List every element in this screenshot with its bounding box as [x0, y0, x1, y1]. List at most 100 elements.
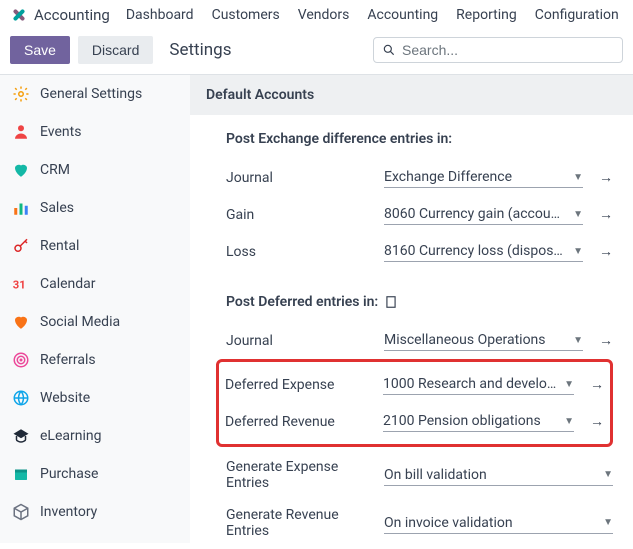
sidebar-item[interactable]: Events [0, 113, 190, 151]
sidebar-item[interactable]: Referrals [0, 341, 190, 379]
form-label: Journal [226, 333, 376, 349]
form-value-text: On invoice validation [384, 515, 597, 531]
form-label: Deferred Expense [225, 377, 375, 393]
deferred-title: Post Deferred entries in: [226, 294, 613, 310]
sidebar-item[interactable]: Inventory [0, 493, 190, 531]
sidebar-item[interactable]: Website [0, 379, 190, 417]
sidebar-item[interactable]: 31 Calendar [0, 265, 190, 303]
form-value-text: On bill validation [384, 467, 597, 483]
bars-icon [12, 199, 30, 217]
sidebar-item-label: Rental [40, 238, 79, 254]
exchange-title: Post Exchange difference entries in: [226, 131, 613, 147]
sidebar-item-label: CRM [40, 162, 70, 178]
wrench-icon [12, 541, 30, 543]
sidebar-item[interactable]: Sales [0, 189, 190, 227]
sidebar-item-label: Purchase [40, 466, 98, 482]
search-input[interactable] [402, 42, 614, 58]
menu-item[interactable]: Customers [212, 7, 280, 23]
brand-icon [10, 6, 28, 24]
form-value-text: 8060 Currency gain (account) [384, 206, 567, 222]
brand[interactable]: Accounting [10, 6, 110, 24]
sidebar-item-label: Events [40, 124, 81, 140]
sidebar-item[interactable]: Purchase [0, 455, 190, 493]
heart-icon [12, 161, 30, 179]
menu-item[interactable]: Accounting [367, 7, 438, 23]
form-value-text: 2100 Pension obligations [383, 413, 558, 429]
form-value[interactable]: 8060 Currency gain (account) ▼ [384, 204, 583, 225]
arrow-right-icon[interactable]: → [599, 169, 613, 186]
save-button[interactable]: Save [10, 36, 70, 64]
action-bar: Save Discard Settings [0, 30, 633, 74]
chevron-down-icon[interactable]: ▼ [603, 469, 613, 480]
top-nav: Accounting Dashboard Customers Vendors A… [0, 0, 633, 30]
form-value-text: 1000 Research and development [383, 376, 558, 392]
arrow-right-icon[interactable]: → [599, 243, 613, 260]
box-icon [12, 465, 30, 483]
sidebar-item[interactable]: General Settings [0, 75, 190, 113]
highlight-box: Deferred Expense 1000 Research and devel… [216, 359, 613, 447]
main-area: General Settings Events CRM Sales Rental… [0, 74, 633, 543]
form-row: Journal Exchange Difference ▼ → [226, 159, 613, 196]
sidebar-item-label: Social Media [40, 314, 120, 330]
form-label: Generate Expense Entries [226, 459, 376, 491]
person-icon [12, 123, 30, 141]
main-menu: Dashboard Customers Vendors Accounting R… [126, 7, 619, 23]
arrow-right-icon[interactable]: → [590, 376, 604, 393]
form-value[interactable]: 2100 Pension obligations ▼ [383, 411, 574, 432]
form-row: Gain 8060 Currency gain (account) ▼ → [226, 196, 613, 233]
cal-icon: 31 [12, 275, 30, 293]
form-value[interactable]: 1000 Research and development ▼ [383, 374, 574, 395]
chevron-down-icon[interactable]: ▼ [573, 246, 583, 257]
chevron-down-icon[interactable]: ▼ [564, 416, 574, 427]
sidebar-item[interactable]: Maintenance [0, 531, 190, 543]
menu-item[interactable]: Dashboard [126, 7, 194, 23]
cube-icon [12, 503, 30, 521]
chevron-down-icon[interactable]: ▼ [573, 209, 583, 220]
section-header: Default Accounts [190, 75, 633, 115]
form-row: Generate Revenue Entries On invoice vali… [226, 499, 613, 543]
form-row: Loss 8160 Currency loss (disposal) ▼ → [226, 233, 613, 270]
chevron-down-icon[interactable]: ▼ [573, 335, 583, 346]
exchange-block: Post Exchange difference entries in: Jou… [190, 115, 633, 278]
chevron-down-icon[interactable]: ▼ [564, 379, 574, 390]
form-row: Generate Expense Entries On bill validat… [226, 451, 613, 499]
chevron-down-icon[interactable]: ▼ [573, 172, 583, 183]
menu-item[interactable]: Reporting [456, 7, 517, 23]
sidebar-item[interactable]: eLearning [0, 417, 190, 455]
search-box[interactable] [373, 37, 623, 63]
sidebar-item[interactable]: CRM [0, 151, 190, 189]
form-value[interactable]: 8160 Currency loss (disposal) ▼ [384, 241, 583, 262]
brand-label: Accounting [34, 6, 110, 24]
sidebar-item-label: General Settings [40, 86, 142, 102]
sidebar-item[interactable]: Rental [0, 227, 190, 265]
heart-icon [12, 313, 30, 331]
gear-icon [12, 85, 30, 103]
discard-button[interactable]: Discard [78, 36, 153, 64]
deferred-block: Post Deferred entries in: Journal Miscel… [190, 278, 633, 543]
form-row: Deferred Revenue 2100 Pension obligation… [225, 403, 604, 440]
sidebar-item-label: Inventory [40, 504, 97, 520]
menu-item[interactable]: Vendors [298, 7, 350, 23]
form-row: Deferred Expense 1000 Research and devel… [225, 366, 604, 403]
chevron-down-icon[interactable]: ▼ [603, 517, 613, 528]
form-value-text: Miscellaneous Operations [384, 332, 567, 348]
sidebar-item-label: Maintenance [40, 542, 121, 543]
building-icon [384, 295, 398, 309]
arrow-right-icon[interactable]: → [599, 332, 613, 349]
sidebar-item-label: Calendar [40, 276, 96, 292]
breadcrumb: Settings [169, 40, 231, 60]
content-panel: Default Accounts Post Exchange differenc… [190, 75, 633, 543]
form-value[interactable]: Exchange Difference ▼ [384, 167, 583, 188]
menu-item[interactable]: Configuration [535, 7, 619, 23]
arrow-right-icon[interactable]: → [590, 413, 604, 430]
form-value[interactable]: On invoice validation ▼ [384, 513, 613, 534]
deferred-title-text: Post Deferred entries in: [226, 294, 378, 310]
form-label: Deferred Revenue [225, 414, 375, 430]
sidebar-item[interactable]: Social Media [0, 303, 190, 341]
form-value[interactable]: On bill validation ▼ [384, 465, 613, 486]
sidebar-item-label: Website [40, 390, 90, 406]
arrow-right-icon[interactable]: → [599, 206, 613, 223]
sidebar[interactable]: General Settings Events CRM Sales Rental… [0, 75, 190, 543]
form-value[interactable]: Miscellaneous Operations ▼ [384, 330, 583, 351]
form-label: Gain [226, 207, 376, 223]
